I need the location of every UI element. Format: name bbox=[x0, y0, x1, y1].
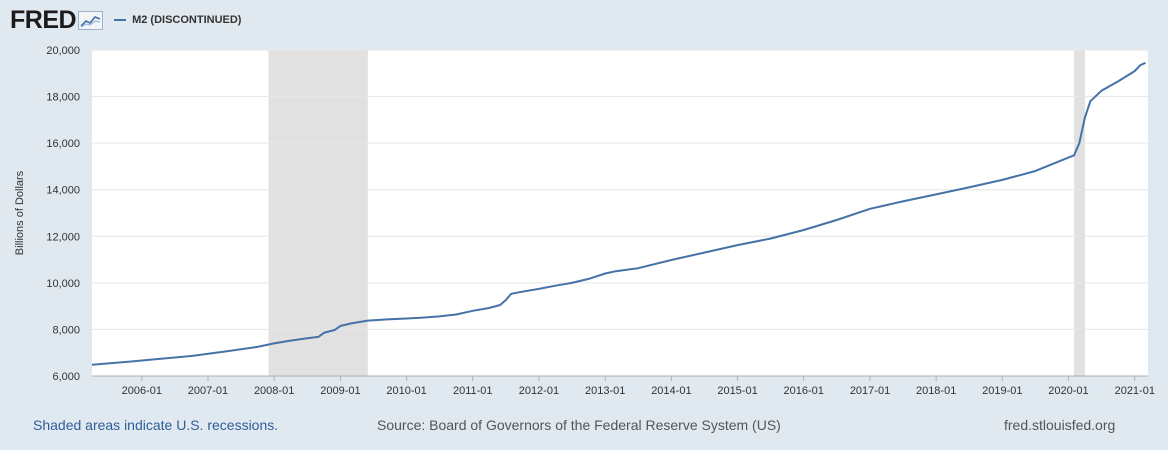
legend-swatch bbox=[114, 19, 127, 21]
x-tick-label: 2011-01 bbox=[453, 385, 493, 397]
y-tick-label: 10,000 bbox=[46, 278, 80, 290]
legend-label: M2 (DISCONTINUED) bbox=[132, 14, 242, 26]
fred-graph-icon[interactable] bbox=[78, 11, 104, 31]
fred-url[interactable]: fred.stlouisfed.org bbox=[1004, 417, 1116, 433]
series-line-m2 bbox=[91, 61, 1146, 366]
x-tick-label: 2015-01 bbox=[717, 385, 757, 397]
x-tick-label: 2018-01 bbox=[916, 385, 956, 397]
legend-item-m2[interactable]: M2 (DISCONTINUED) bbox=[114, 14, 241, 26]
x-tick-label: 2008-01 bbox=[254, 385, 294, 397]
x-tick-label: 2013-01 bbox=[585, 385, 625, 397]
x-tick-label: 2017-01 bbox=[850, 385, 890, 397]
chart-header: FRED M2 (DISCONTINUED) bbox=[10, 6, 241, 34]
x-tick-label: 2014-01 bbox=[651, 385, 691, 397]
y-axis-label: Billions of Dollars bbox=[14, 170, 26, 255]
x-tick-label: 2019-01 bbox=[982, 385, 1022, 397]
recession-note[interactable]: Shaded areas indicate U.S. recessions. bbox=[33, 417, 279, 433]
x-tick-label: 2016-01 bbox=[783, 385, 823, 397]
plot-background bbox=[92, 50, 1148, 376]
y-tick-label: 20,000 bbox=[46, 45, 80, 57]
y-tick-label: 18,000 bbox=[46, 92, 80, 104]
y-tick-label: 8,000 bbox=[52, 324, 80, 336]
y-tick-label: 14,000 bbox=[46, 185, 80, 197]
y-tick-label: 16,000 bbox=[46, 138, 80, 150]
recession-band-1 bbox=[1074, 50, 1085, 376]
source-text: Source: Board of Governors of the Federa… bbox=[377, 417, 781, 433]
y-tick-label: 6,000 bbox=[52, 371, 80, 383]
x-tick-label: 2020-01 bbox=[1048, 385, 1088, 397]
x-tick-label: 2012-01 bbox=[519, 385, 559, 397]
x-tick-label: 2010-01 bbox=[386, 385, 426, 397]
x-tick-label: 2021-01 bbox=[1115, 385, 1155, 397]
recession-band-0 bbox=[268, 50, 368, 376]
fred-logo[interactable]: FRED bbox=[10, 6, 77, 34]
x-tick-label: 2007-01 bbox=[188, 385, 228, 397]
x-tick-label: 2009-01 bbox=[320, 385, 360, 397]
x-tick-label: 2006-01 bbox=[122, 385, 162, 397]
y-tick-label: 12,000 bbox=[46, 231, 80, 243]
